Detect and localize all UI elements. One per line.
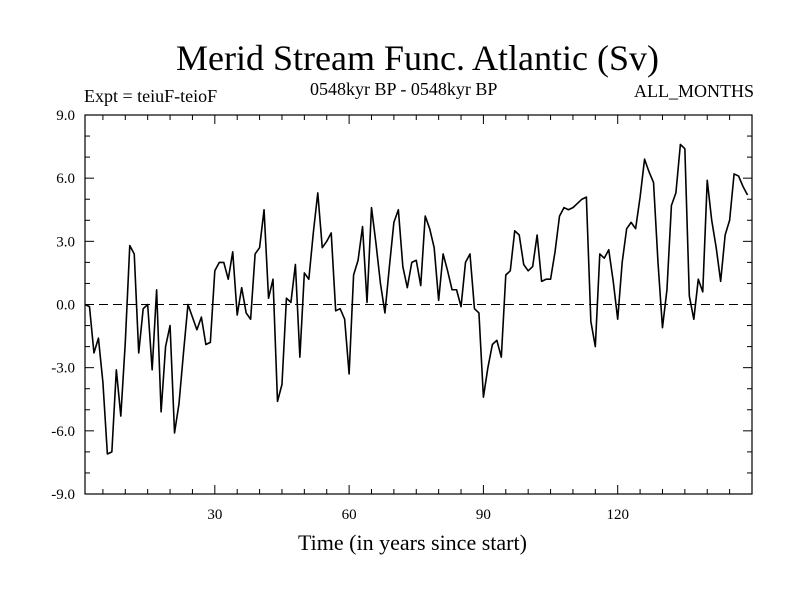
y-tick-label: -3.0: [51, 361, 75, 377]
x-tick-label: 30: [207, 507, 222, 523]
x-tick-label: 60: [342, 507, 357, 523]
experiment-label: Expt = teiuF-teioF: [84, 86, 218, 106]
x-tick-label: 120: [606, 507, 629, 523]
x-axis-label: Time (in years since start): [298, 530, 527, 555]
months-label: ALL_MONTHS: [634, 81, 754, 101]
y-tick-label: 3.0: [56, 234, 75, 250]
chart-title: Merid Stream Func. Atlantic (Sv): [176, 38, 659, 78]
period-label: 0548kyr BP - 0548kyr BP: [310, 79, 498, 99]
y-tick-label: 6.0: [56, 171, 75, 187]
y-tick-label: 0.0: [56, 298, 75, 314]
series-line: [84, 143, 749, 455]
y-tick-label: -9.0: [51, 487, 75, 503]
x-tick-label: 90: [476, 507, 491, 523]
y-tick-label: 9.0: [56, 108, 75, 124]
y-tick-label: -6.0: [51, 424, 75, 440]
